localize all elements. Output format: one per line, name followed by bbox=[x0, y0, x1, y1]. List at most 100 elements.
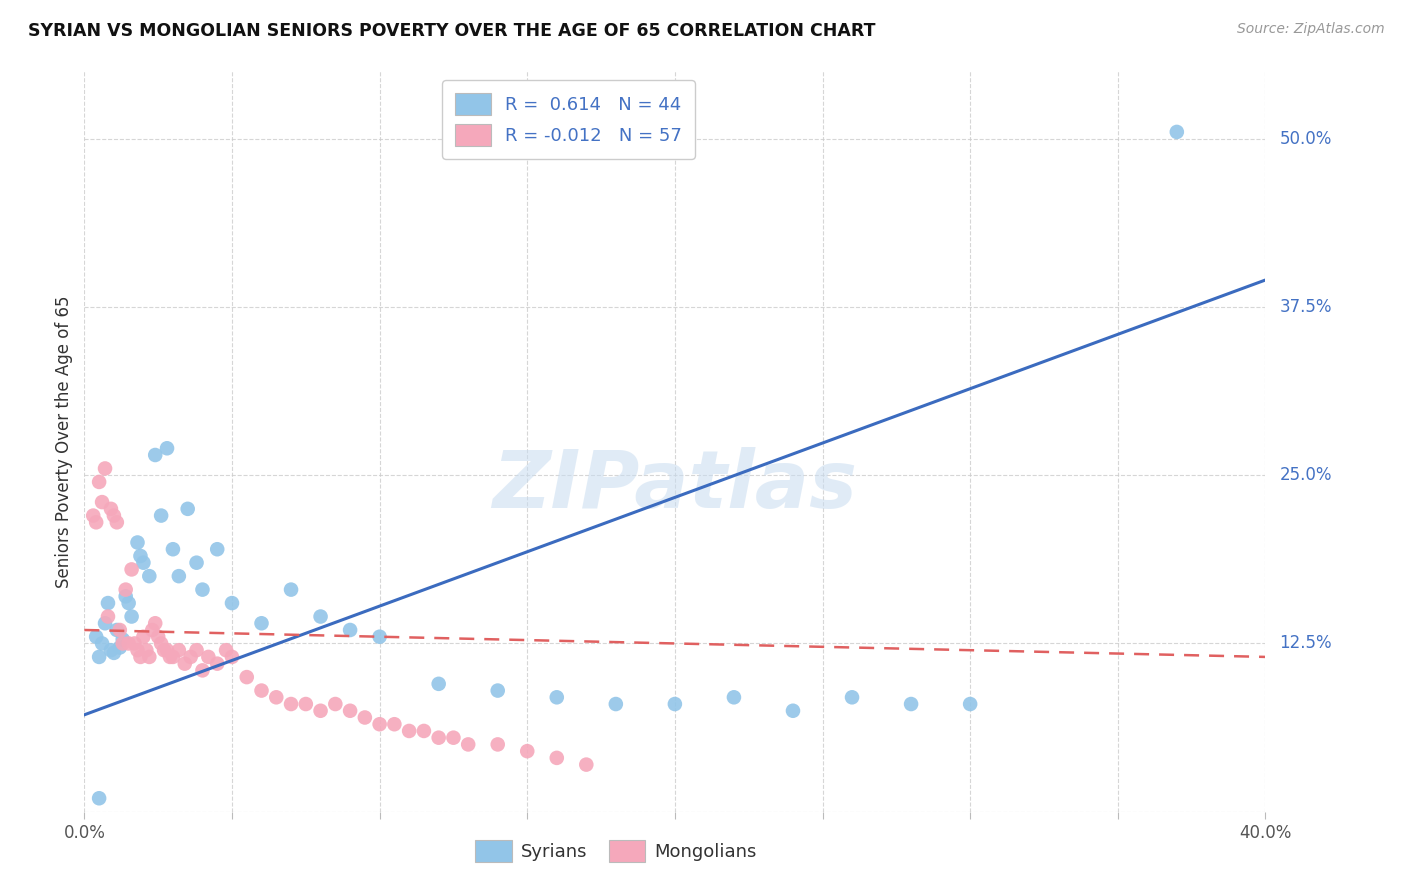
Point bbox=[156, 643, 179, 657]
Point bbox=[959, 697, 981, 711]
Point bbox=[94, 461, 117, 475]
Point bbox=[186, 643, 208, 657]
Point bbox=[180, 649, 202, 664]
Point bbox=[197, 649, 219, 664]
Point bbox=[162, 542, 184, 557]
Point bbox=[546, 690, 568, 705]
Point bbox=[339, 704, 361, 718]
Point bbox=[295, 697, 318, 711]
Point bbox=[87, 791, 111, 805]
Point bbox=[105, 623, 128, 637]
Point bbox=[100, 643, 122, 657]
Point bbox=[121, 562, 143, 576]
Point bbox=[150, 636, 173, 650]
Point bbox=[127, 535, 149, 549]
Point bbox=[205, 657, 228, 671]
Point bbox=[191, 664, 214, 678]
Point bbox=[664, 697, 686, 711]
Text: SYRIAN VS MONGOLIAN SENIORS POVERTY OVER THE AGE OF 65 CORRELATION CHART: SYRIAN VS MONGOLIAN SENIORS POVERTY OVER… bbox=[28, 22, 876, 40]
Point bbox=[97, 609, 120, 624]
Point bbox=[148, 630, 170, 644]
Point bbox=[575, 757, 598, 772]
Point bbox=[486, 683, 509, 698]
Point bbox=[413, 723, 436, 738]
Point bbox=[118, 596, 141, 610]
Point bbox=[105, 516, 128, 530]
Point bbox=[82, 508, 104, 523]
Point bbox=[108, 623, 131, 637]
Point bbox=[156, 442, 179, 456]
Point bbox=[516, 744, 538, 758]
Point bbox=[91, 636, 114, 650]
Point bbox=[782, 704, 804, 718]
Point bbox=[87, 649, 111, 664]
Point bbox=[221, 596, 243, 610]
Point bbox=[205, 542, 228, 557]
Text: 25.0%: 25.0% bbox=[1279, 467, 1331, 484]
Point bbox=[153, 643, 176, 657]
Point bbox=[111, 632, 134, 647]
Point bbox=[841, 690, 863, 705]
Legend: Syrians, Mongolians: Syrians, Mongolians bbox=[468, 833, 763, 870]
Point bbox=[382, 717, 406, 731]
Point bbox=[162, 649, 184, 664]
Point bbox=[215, 643, 238, 657]
Point bbox=[121, 609, 143, 624]
Point bbox=[368, 717, 391, 731]
Point bbox=[97, 596, 120, 610]
Point bbox=[132, 556, 155, 570]
Point bbox=[143, 448, 166, 462]
Point bbox=[100, 501, 122, 516]
Text: Source: ZipAtlas.com: Source: ZipAtlas.com bbox=[1237, 22, 1385, 37]
Point bbox=[354, 710, 377, 724]
Point bbox=[546, 751, 568, 765]
Point bbox=[118, 636, 141, 650]
Point bbox=[111, 636, 134, 650]
Point bbox=[221, 649, 243, 664]
Point bbox=[84, 516, 107, 530]
Point bbox=[103, 508, 125, 523]
Point bbox=[486, 738, 509, 752]
Point bbox=[124, 636, 146, 650]
Point bbox=[159, 649, 181, 664]
Point bbox=[368, 630, 391, 644]
Point bbox=[108, 640, 131, 655]
Point bbox=[94, 616, 117, 631]
Point bbox=[1166, 125, 1188, 139]
Point bbox=[398, 723, 420, 738]
Point bbox=[427, 677, 450, 691]
Text: 50.0%: 50.0% bbox=[1279, 129, 1331, 148]
Point bbox=[138, 569, 160, 583]
Text: 37.5%: 37.5% bbox=[1279, 298, 1331, 316]
Point bbox=[87, 475, 111, 489]
Point bbox=[441, 731, 464, 745]
Point bbox=[150, 508, 173, 523]
Point bbox=[167, 643, 190, 657]
Point bbox=[138, 649, 160, 664]
Text: 12.5%: 12.5% bbox=[1279, 634, 1333, 652]
Point bbox=[900, 697, 922, 711]
Point bbox=[143, 616, 166, 631]
Point bbox=[309, 704, 332, 718]
Point bbox=[91, 495, 114, 509]
Point bbox=[427, 731, 450, 745]
Point bbox=[103, 646, 125, 660]
Point bbox=[129, 649, 152, 664]
Point bbox=[135, 643, 157, 657]
Point bbox=[191, 582, 214, 597]
Point bbox=[280, 697, 302, 711]
Point bbox=[723, 690, 745, 705]
Point bbox=[309, 609, 332, 624]
Point bbox=[280, 582, 302, 597]
Point bbox=[235, 670, 259, 684]
Point bbox=[457, 738, 479, 752]
Point bbox=[129, 549, 152, 563]
Point bbox=[250, 683, 273, 698]
Point bbox=[132, 630, 155, 644]
Point bbox=[114, 590, 136, 604]
Point bbox=[264, 690, 288, 705]
Point bbox=[167, 569, 190, 583]
Point bbox=[173, 657, 195, 671]
Point bbox=[114, 582, 136, 597]
Point bbox=[177, 501, 200, 516]
